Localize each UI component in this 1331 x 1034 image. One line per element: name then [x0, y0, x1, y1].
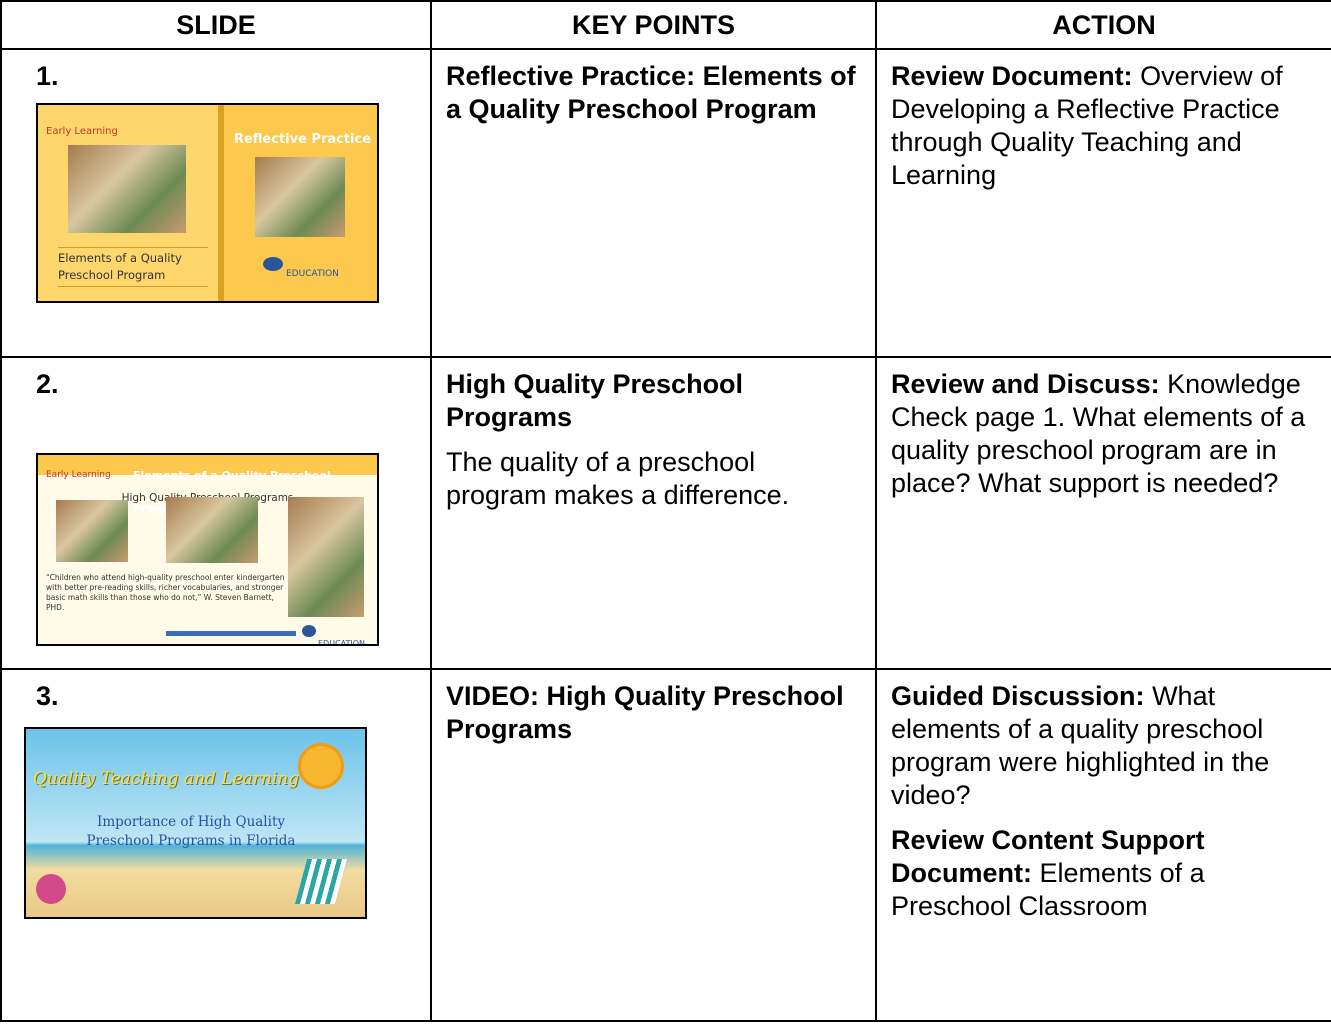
action-label: Review and Discuss: [891, 369, 1160, 399]
action-cell: Review Document: Overview of Developing … [875, 48, 1331, 358]
slide-header-bar [38, 455, 377, 475]
slide-thumbnail: Quality Teaching and Learning Importance… [24, 727, 367, 919]
header-cell: ACTION [875, 0, 1331, 50]
key-points-title: VIDEO: High Quality Preschool Programs [446, 681, 844, 744]
action-item: Guided Discussion: What elements of a qu… [891, 680, 1317, 812]
action-text: What elements of a quality preschool pro… [891, 681, 1270, 810]
slide-number: 3. [36, 681, 59, 711]
key-points-title: Reflective Practice: Elements of a Quali… [446, 61, 856, 124]
slide-subtitle: Importance of High Quality Preschool Pro… [86, 814, 296, 849]
slide-cell: 1. Early Learning Elements of a Quality … [0, 48, 432, 358]
slide-thumbnail: Early Learning Elements of a Quality Pre… [36, 103, 379, 303]
action-text: Knowledge Check page 1. What elements of… [891, 369, 1306, 498]
slide-logo: Early Learning [46, 126, 118, 137]
key-points-cell: VIDEO: High Quality Preschool Programs [430, 668, 877, 1022]
header-cell: SLIDE [0, 0, 432, 50]
row: 2. Early Learning Elements of a Quality … [0, 356, 1331, 670]
slide-photo [68, 145, 186, 233]
slide-logo: Early Learning [46, 470, 111, 480]
key-points-title: High Quality Preschool Programs [446, 369, 744, 432]
action-label: Guided Discussion: [891, 681, 1145, 711]
slide-cell: 2. Early Learning Elements of a Quality … [0, 356, 432, 670]
row: 1. Early Learning Elements of a Quality … [0, 48, 1331, 358]
slide-footer: EDUCATION [286, 269, 339, 279]
key-points-body: The quality of a preschool program makes… [446, 447, 790, 510]
slide-chair [294, 859, 348, 904]
header-cell: KEY POINTS [430, 0, 877, 50]
action-cell: Guided Discussion: What elements of a qu… [875, 668, 1331, 1022]
slide-seal [263, 257, 283, 271]
slide-title: Reflective Practice [233, 132, 372, 147]
slide-divider [218, 105, 224, 301]
action-label: Review Content Support Document: [891, 825, 1205, 888]
action-label: Review Document: [891, 61, 1133, 91]
slide-photo [166, 497, 258, 563]
action-text: Overview of Developing a Reflective Prac… [891, 61, 1283, 190]
action-item: Review and Discuss: Knowledge Check page… [891, 368, 1317, 500]
slide-photo [288, 497, 364, 617]
slide-photo [56, 500, 128, 562]
action-item: Review Document: Overview of Developing … [891, 60, 1317, 192]
slide-footer: EDUCATION [318, 639, 366, 646]
slide-cell: 3. Quality Teaching and Learning Importa… [0, 668, 432, 1022]
slide-sun [298, 743, 344, 789]
slide-number: 1. [36, 61, 59, 91]
slide-beachball [36, 874, 66, 904]
action-text: Elements of a Preschool Classroom [891, 858, 1205, 921]
key-points-cell: High Quality Preschool Programs The qual… [430, 356, 877, 670]
row: 3. Quality Teaching and Learning Importa… [0, 668, 1331, 1022]
slide-quote: “Children who attend high-quality presch… [46, 573, 285, 612]
slide-seal [302, 625, 316, 637]
header-row: SLIDE KEY POINTS ACTION [0, 0, 1331, 50]
slide-subtitle: Elements of a Quality Preschool Program [58, 247, 208, 287]
action-item: Review Content Support Document: Element… [891, 824, 1317, 923]
slide-title: Quality Teaching and Learning [32, 769, 300, 789]
slide-photo [255, 157, 345, 237]
slide-number: 2. [36, 369, 59, 399]
slide-thumbnail: Early Learning Elements of a Quality Pre… [36, 453, 379, 646]
action-cell: Review and Discuss: Knowledge Check page… [875, 356, 1331, 670]
key-points-cell: Reflective Practice: Elements of a Quali… [430, 48, 877, 358]
slide-bar [166, 631, 296, 636]
